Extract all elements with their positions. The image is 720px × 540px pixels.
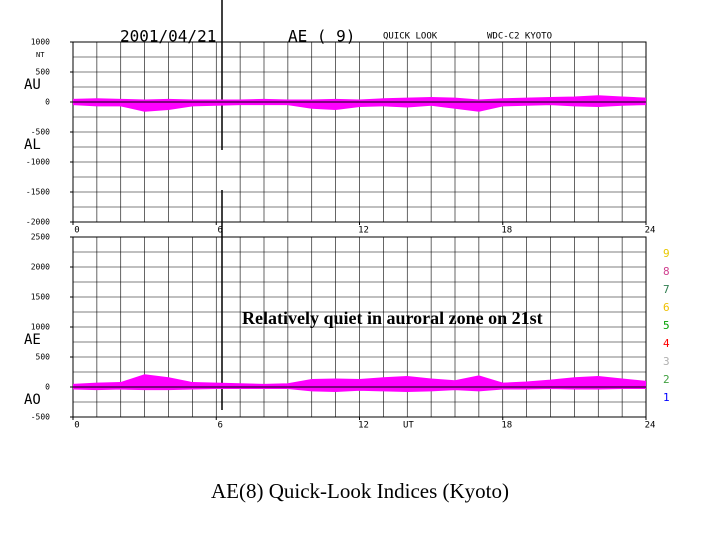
- x-tick-label: 18: [501, 421, 512, 431]
- series-name: AO: [24, 392, 41, 408]
- x-axis-label: UT: [403, 421, 414, 431]
- x-tick-label: 0: [74, 226, 79, 236]
- level-label: 1: [663, 391, 670, 404]
- series-name: AE: [24, 332, 41, 348]
- series-name: AU: [24, 77, 41, 93]
- y-tick-label: 1000: [31, 38, 50, 47]
- x-tick-label: 24: [645, 226, 656, 236]
- series-name: AL: [24, 137, 41, 153]
- y-tick-label: 2500: [31, 233, 50, 242]
- y-tick-label: 2000: [31, 263, 50, 272]
- index-name: AE ( 9): [288, 27, 355, 46]
- date: 2001/04/21: [120, 27, 216, 46]
- x-tick-label: 6: [218, 226, 223, 236]
- unit: NT: [36, 51, 45, 59]
- y-tick-label: 500: [36, 353, 51, 362]
- center: WDC-C2 KYOTO: [487, 32, 552, 42]
- series-line: [72, 103, 647, 112]
- y-tick-label: 0: [45, 383, 50, 392]
- level-label: 4: [663, 337, 670, 350]
- level-label: 7: [663, 283, 670, 296]
- y-tick-label: 500: [36, 68, 51, 77]
- level-label: 2: [663, 373, 670, 386]
- x-tick-label: 6: [218, 421, 223, 431]
- y-tick-label: 1500: [31, 293, 50, 302]
- y-tick-label: -500: [31, 128, 50, 137]
- y-tick-label: -1000: [26, 158, 50, 167]
- x-tick-label: 24: [645, 421, 656, 431]
- series-line: [72, 387, 646, 392]
- y-tick-label: 1000: [31, 323, 50, 332]
- series-line: [72, 374, 647, 386]
- y-tick-label: -1500: [26, 188, 50, 197]
- x-tick-label: 18: [501, 226, 512, 236]
- caption: AE(8) Quick-Look Indices (Kyoto): [211, 479, 509, 503]
- x-tick-label: 0: [74, 421, 79, 431]
- x-tick-label: 12: [358, 421, 369, 431]
- level-label: 6: [663, 301, 670, 314]
- y-tick-label: -2000: [26, 218, 50, 227]
- level-label: 8: [663, 265, 670, 278]
- series-line: [72, 95, 647, 101]
- y-tick-label: 0: [45, 98, 50, 107]
- level-label: 3: [663, 355, 670, 368]
- mode: QUICK LOOK: [383, 32, 438, 42]
- level-label: 9: [663, 247, 670, 260]
- annotation: Relatively quiet in auroral zone on 21st: [242, 308, 543, 328]
- level-label: 5: [663, 319, 670, 332]
- y-tick-label: -500: [31, 413, 50, 422]
- x-tick-label: 12: [358, 226, 369, 236]
